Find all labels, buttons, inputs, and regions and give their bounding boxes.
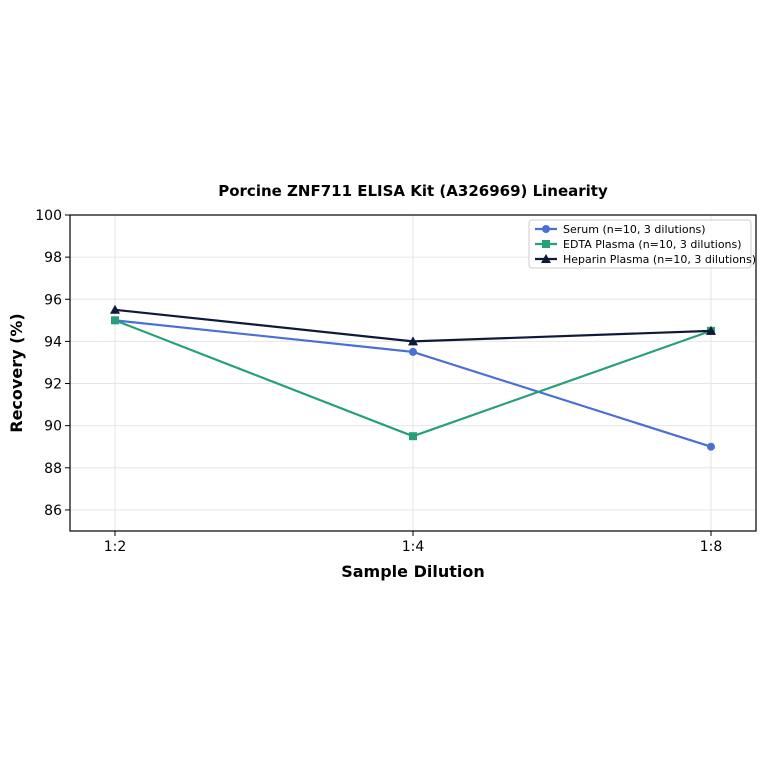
data-point: [707, 442, 715, 451]
y-tick-label: 98: [44, 250, 62, 266]
y-tick-label: 90: [44, 419, 62, 435]
data-point: [409, 347, 417, 356]
chart-title: Porcine ZNF711 ELISA Kit (A326969) Linea…: [218, 182, 608, 200]
x-tick-label: 1:2: [104, 539, 127, 555]
data-point: [408, 336, 418, 346]
legend-frame: [528, 219, 752, 269]
y-tick-label: 86: [44, 503, 62, 519]
x-axis: 1:2 1:4 1:8: [104, 531, 723, 555]
y-tick-label: 96: [44, 292, 62, 308]
legend-label: EDTA Plasma (n=10, 3 dilutions): [563, 238, 742, 251]
y-axis-label: Recovery (%): [7, 313, 26, 432]
data-point: [111, 316, 119, 325]
legend-marker: [542, 240, 550, 248]
legend-label: Serum (n=10, 3 dilutions): [563, 223, 706, 236]
legend-item: EDTA Plasma (n=10, 3 dilutions): [535, 238, 742, 251]
legend-item: Serum (n=10, 3 dilutions): [535, 223, 706, 236]
y-tick-label: 88: [44, 461, 62, 477]
x-tick-label: 1:4: [402, 539, 425, 555]
y-axis: 86 88 90 92 94 96 98 100: [35, 208, 70, 519]
series-3: [110, 304, 716, 346]
y-tick-label: 92: [44, 377, 62, 393]
series-layer: [110, 304, 716, 451]
y-tick-label: 100: [35, 208, 62, 224]
legend-item: Heparin Plasma (n=10, 3 dilutions): [535, 253, 756, 266]
data-point: [409, 432, 417, 441]
legend: Serum (n=10, 3 dilutions) EDTA Plasma (n=…: [528, 219, 756, 269]
y-tick-label: 94: [44, 334, 62, 350]
data-point: [706, 325, 716, 335]
legend-marker: [542, 225, 550, 233]
data-point: [110, 304, 120, 314]
legend-label: Heparin Plasma (n=10, 3 dilutions): [563, 253, 756, 266]
x-tick-label: 1:8: [700, 539, 723, 555]
legend-marker: [541, 254, 551, 263]
x-axis-label: Sample Dilution: [341, 562, 485, 581]
